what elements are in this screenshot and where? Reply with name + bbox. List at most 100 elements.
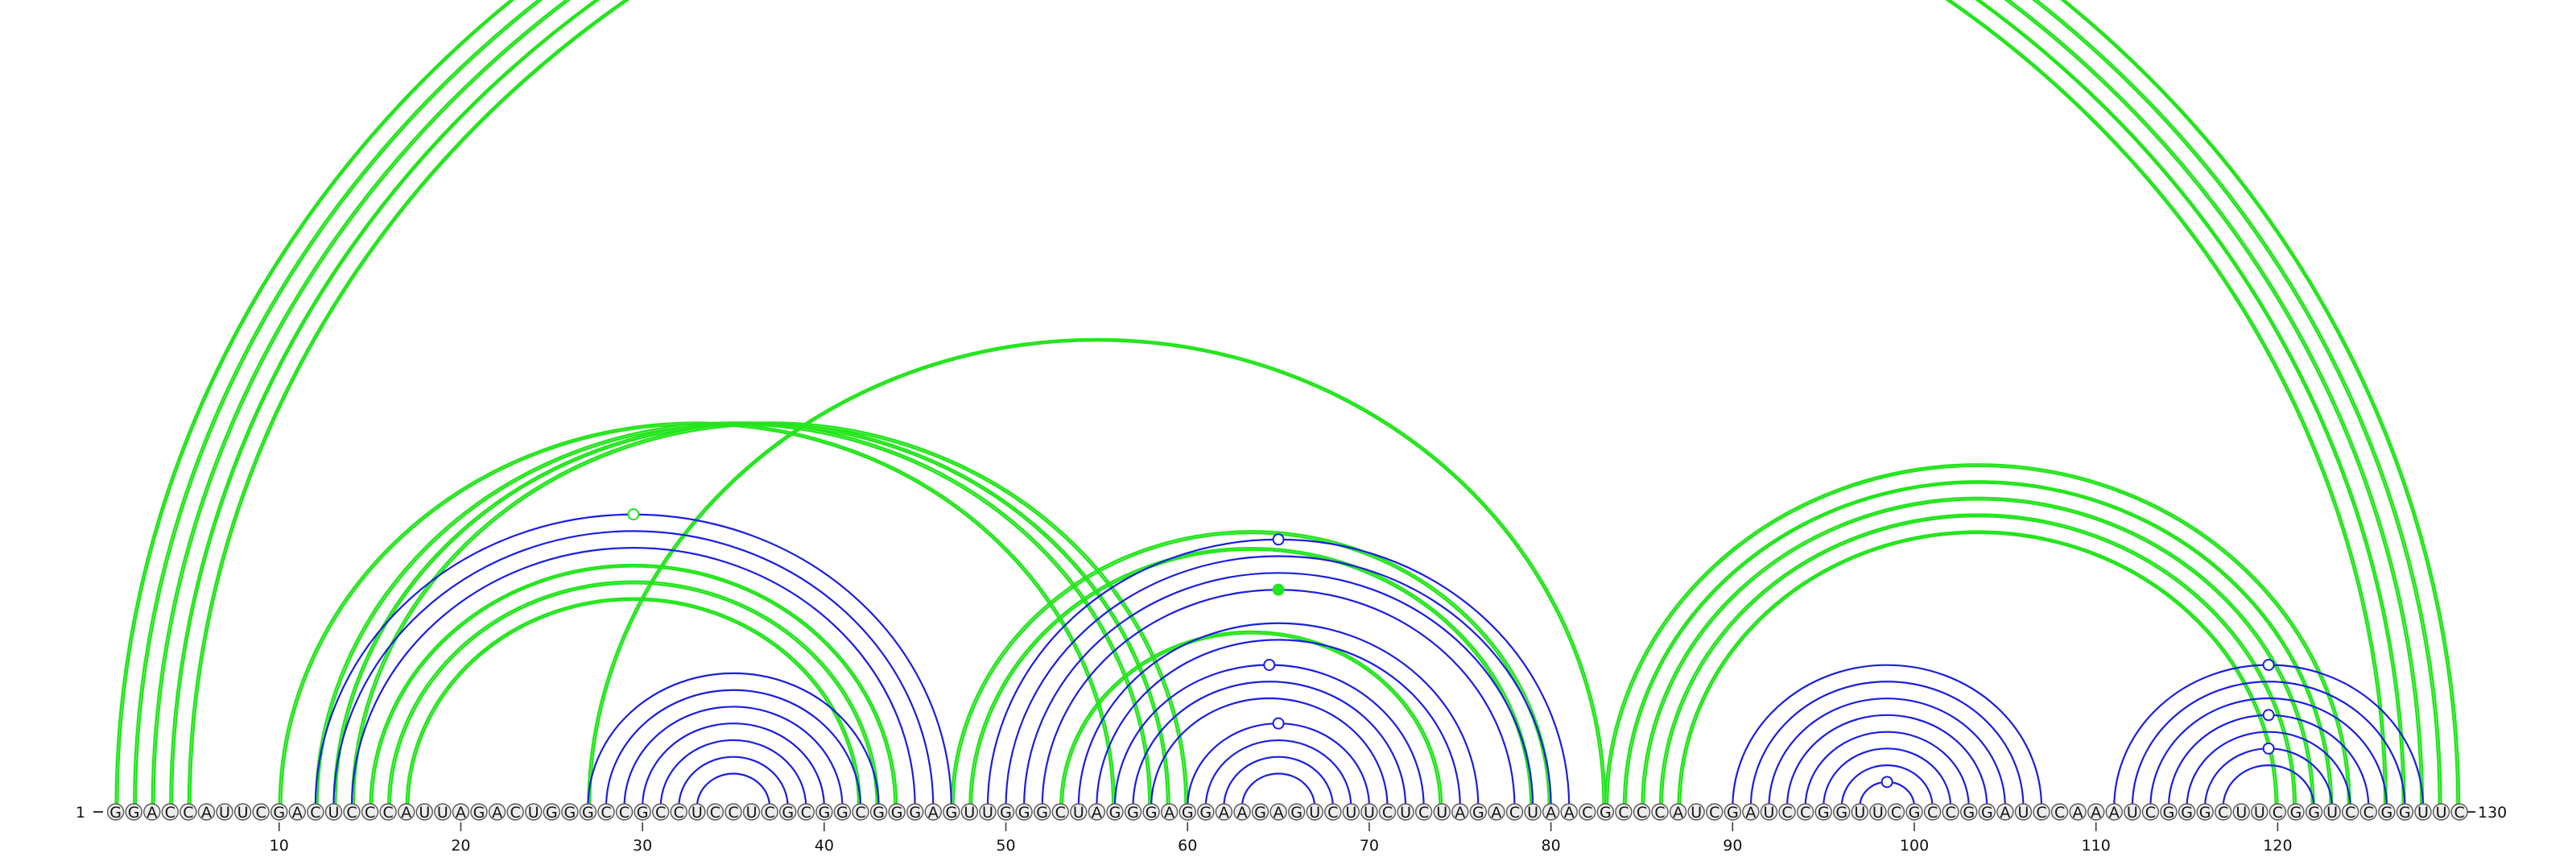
nucleotide-circle [2124, 803, 2141, 821]
nucleotide-letter: A [1219, 804, 1229, 822]
nucleotide-circle [833, 803, 852, 821]
nucleotide: G [833, 803, 852, 822]
nucleotide-circle [906, 803, 924, 821]
nucleotide-circle [1869, 803, 1887, 821]
nucleotide: G [1179, 803, 1196, 822]
nucleotide-letter: A [1673, 804, 1683, 822]
nucleotide: C [615, 803, 634, 822]
nucleotide-letter: G [2290, 804, 2302, 822]
nucleotide-circle [1887, 803, 1905, 821]
nucleotide-letter: G [582, 804, 594, 822]
nucleotide-letter: G [2308, 804, 2320, 822]
nucleotide-letter: C [2454, 804, 2464, 822]
nucleotide-circle [1197, 803, 1215, 821]
nucleotide: G [1960, 803, 1978, 822]
nucleotide-letter: C [2345, 804, 2355, 822]
nucleotide-circle [1796, 803, 1814, 821]
nucleotide-letter: C [1618, 804, 1629, 822]
nucleotide: C [1324, 803, 1342, 822]
nucleotide: A [452, 803, 470, 822]
blue-arc-31-39 [659, 739, 807, 808]
nucleotide: G [634, 803, 651, 822]
green-arc-87-120-b [1680, 533, 2275, 807]
nucleotide: C [1579, 803, 1596, 822]
nucleotide-circle [1088, 803, 1106, 821]
nucleotide: C [180, 803, 197, 822]
nucleotide-circle [1633, 803, 1651, 821]
nucleotide: U [2414, 803, 2432, 822]
nucleotide: C [1706, 803, 1724, 822]
green-arc-5-126 [187, 0, 2388, 808]
nucleotide-circle [161, 803, 180, 821]
nucleotide-letter: U [1400, 804, 1411, 822]
nucleotide: U [1397, 803, 1414, 822]
nucleotide-letter: G [1199, 804, 1212, 822]
nucleotide-letter: A [2109, 804, 2120, 822]
nucleotide-circle [2287, 803, 2305, 821]
nucleotide-letter: G [945, 804, 957, 822]
nucleotide-circle [688, 803, 706, 821]
blue-arc-113-126 [2149, 697, 2388, 808]
tick-label: 90 [1723, 837, 1742, 855]
blue-arc-96-101 [1840, 764, 1934, 808]
nucleotide-letter: A [1491, 804, 1501, 822]
nucleotide-letter: U [2017, 804, 2029, 822]
nucleotide-letter: G [1182, 804, 1194, 822]
nucleotide: G [1469, 803, 1488, 822]
nucleotide-letter: G [1036, 804, 1048, 822]
nucleotide-circle [1397, 803, 1414, 821]
blue-arc-13-46 [332, 530, 935, 808]
nucleotide-circle [706, 803, 724, 821]
nucleotide-circle [2105, 803, 2124, 821]
nucleotide-circle [398, 803, 415, 821]
nucleotide-circle [2178, 803, 2196, 821]
nucleotide-letter: U [2417, 804, 2429, 822]
nucleotide-circle [1287, 803, 1306, 821]
nucleotide-letter: A [401, 804, 411, 822]
nucleotide-circle [125, 803, 142, 821]
blue-arc-27-43 [587, 672, 880, 808]
nucleotide-letter: G [1981, 804, 1993, 822]
nucleotide-letter: C [1781, 804, 1792, 822]
nucleotide-circle [960, 803, 979, 821]
nucleotide-circle [506, 803, 524, 821]
nucleotide: G [1197, 803, 1215, 822]
nucleotide-circle [1814, 803, 1832, 821]
nucleotide-letter: G [1909, 804, 1921, 822]
nucleotide: U [2251, 803, 2268, 822]
nucleotide: C [670, 803, 687, 822]
tick-label: 60 [1178, 837, 1197, 855]
nucleotide: A [1542, 803, 1560, 822]
nucleotide-letter: U [528, 804, 539, 822]
nucleotide-letter: U [328, 804, 339, 822]
nucleotide-circle [2323, 803, 2341, 821]
nucleotide: U [324, 803, 343, 822]
nucleotide-letter: C [1055, 804, 1066, 822]
nucleotide: C [2450, 803, 2468, 822]
nucleotide-circle [379, 803, 397, 821]
green-arc-3-128 [152, 0, 2423, 807]
nucleotide-letter: C [2054, 804, 2065, 822]
nucleotide-circle [924, 803, 942, 821]
nucleotide-circle [1142, 803, 1160, 821]
nucleotide: U [1342, 803, 1360, 822]
nucleotide-circle [670, 803, 687, 821]
nucleotide-circle [1833, 803, 1851, 821]
blue-arc-28-42 [605, 689, 862, 808]
nucleotide-letter: G [1963, 804, 1975, 822]
sequence-end-number: 130 [2478, 804, 2507, 822]
nucleotide-letter: A [147, 804, 157, 822]
nucleotide-letter: C [1946, 804, 1956, 822]
green-arc-13-59 [332, 421, 1170, 808]
blue-arc-30-40 [642, 722, 825, 808]
nucleotide-circle [1706, 803, 1724, 821]
nucleotide-circle [1942, 803, 1959, 821]
nucleotide: C [1051, 803, 1069, 822]
nucleotide-circle [1687, 803, 1705, 821]
green-arc-4-127-b [172, 0, 2403, 807]
nucleotide-circle [1414, 803, 1433, 821]
nucleotide-circle [2014, 803, 2033, 821]
nucleotide: A [1088, 803, 1106, 822]
nucleotide: G [943, 803, 960, 822]
nucleotide-letter: U [1309, 804, 1320, 822]
